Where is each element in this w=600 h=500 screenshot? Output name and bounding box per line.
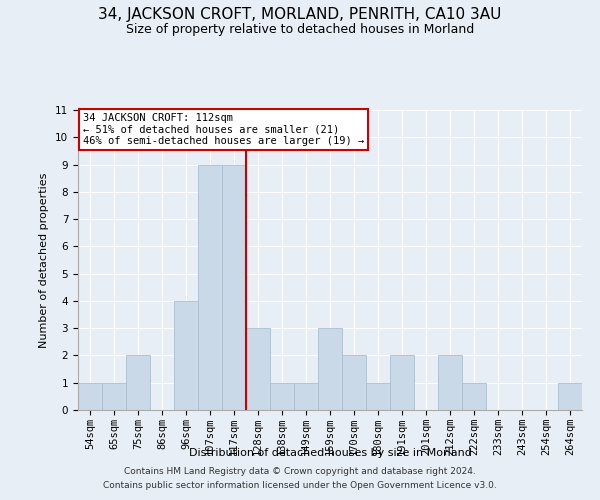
Text: 34 JACKSON CROFT: 112sqm
← 51% of detached houses are smaller (21)
46% of semi-d: 34 JACKSON CROFT: 112sqm ← 51% of detach… [83,113,364,146]
Text: Contains HM Land Registry data © Crown copyright and database right 2024.: Contains HM Land Registry data © Crown c… [124,467,476,476]
Text: Size of property relative to detached houses in Morland: Size of property relative to detached ho… [126,22,474,36]
Text: Distribution of detached houses by size in Morland: Distribution of detached houses by size … [188,448,472,458]
Bar [558,382,582,410]
Bar [222,164,246,410]
Text: 34, JACKSON CROFT, MORLAND, PENRITH, CA10 3AU: 34, JACKSON CROFT, MORLAND, PENRITH, CA1… [98,8,502,22]
Bar [246,328,270,410]
Bar [318,328,342,410]
Bar [78,382,102,410]
Bar [294,382,318,410]
Bar [102,382,126,410]
Bar [174,301,198,410]
Bar [126,356,150,410]
Bar [438,356,462,410]
Bar [462,382,486,410]
Bar [342,356,366,410]
Y-axis label: Number of detached properties: Number of detached properties [40,172,49,348]
Bar [198,164,222,410]
Text: Contains public sector information licensed under the Open Government Licence v3: Contains public sector information licen… [103,481,497,490]
Bar [270,382,294,410]
Bar [366,382,390,410]
Bar [390,356,414,410]
